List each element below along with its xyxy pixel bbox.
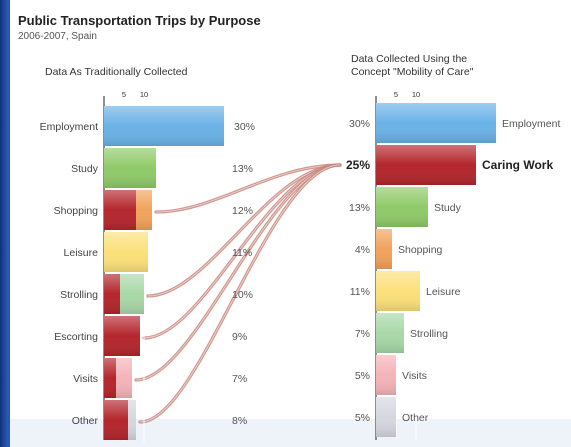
- left-category-label-strolling: Strolling: [60, 289, 98, 301]
- left-category-label-shopping: Shopping: [54, 205, 99, 217]
- right-value-label-study: 13%: [349, 202, 370, 214]
- left-tick-label-5: 5: [122, 90, 126, 99]
- right-category-label-employment: Employment: [502, 118, 560, 130]
- left-panel-title: Data As Traditionally Collected: [45, 66, 188, 78]
- left-category-label-other: Other: [72, 415, 99, 427]
- right-bar-shine-employment: [376, 103, 496, 143]
- right-value-label-caring-work: 25%: [346, 158, 370, 172]
- right-bar-shine-strolling: [376, 313, 404, 353]
- left-value-label-study: 13%: [232, 163, 253, 175]
- left-category-label-study: Study: [71, 163, 99, 175]
- left-bar-shine-other: [104, 400, 136, 440]
- left-bar-shine-escorting: [104, 316, 140, 356]
- left-value-label-employment: 30%: [234, 121, 255, 133]
- care-connector-highlight-0: [155, 164, 341, 213]
- right-tick-label-5: 5: [394, 90, 398, 99]
- left-value-label-strolling: 10%: [232, 289, 253, 301]
- right-value-label-strolling: 7%: [355, 328, 370, 340]
- chart-subtitle: 2006-2007, Spain: [18, 31, 97, 42]
- right-value-label-shopping: 4%: [355, 244, 370, 256]
- right-value-label-employment: 30%: [349, 118, 370, 130]
- right-bar-shine-caring-work: [376, 145, 476, 185]
- right-value-label-leisure: 11%: [350, 286, 370, 298]
- right-bar-shine-shopping: [376, 229, 392, 269]
- right-bar-shine-other: [376, 397, 396, 437]
- chart-title: Public Transportation Trips by Purpose: [18, 13, 261, 28]
- right-value-label-other: 5%: [355, 412, 370, 424]
- right-panel-title: Data Collected Using the Concept "Mobilit…: [351, 53, 474, 78]
- left-bar-shine-study: [104, 148, 156, 188]
- left-value-label-shopping: 12%: [232, 205, 253, 217]
- right-category-label-other: Other: [402, 412, 429, 424]
- right-bar-shine-study: [376, 187, 428, 227]
- left-value-label-other: 8%: [232, 415, 247, 427]
- care-connector-highlight-4: [139, 164, 341, 423]
- right-category-label-strolling: Strolling: [410, 328, 448, 340]
- care-connector-highlight-3: [135, 164, 341, 381]
- left-category-label-leisure: Leisure: [64, 247, 99, 259]
- left-bar-shine-leisure: [104, 232, 148, 272]
- left-bar-shine-shopping: [104, 190, 152, 230]
- right-bar-shine-visits: [376, 355, 396, 395]
- left-bar-shine-strolling: [104, 274, 144, 314]
- right-value-label-visits: 5%: [355, 370, 370, 382]
- care-connector-3: [134, 163, 342, 382]
- right-bar-shine-leisure: [376, 271, 420, 311]
- right-category-label-visits: Visits: [402, 370, 427, 382]
- left-category-label-visits: Visits: [73, 373, 98, 385]
- connector-group: [134, 163, 342, 424]
- left-bar-shine-visits: [104, 358, 132, 398]
- left-panel: 5 10 Employment 30% Study 13% Shopping 12% Leisu…: [40, 90, 255, 442]
- right-panel: 5 10 30% Employment 25% Caring Work 13% Study 4%…: [346, 90, 560, 440]
- left-value-label-visits: 7%: [232, 373, 247, 385]
- right-category-label-shopping: Shopping: [398, 244, 443, 256]
- right-category-label-caring-work: Caring Work: [482, 158, 553, 172]
- left-value-label-escorting: 9%: [232, 331, 247, 343]
- left-category-label-employment: Employment: [40, 121, 98, 133]
- left-value-label-leisure: 11%: [232, 247, 252, 259]
- right-tick-label-10: 10: [412, 90, 420, 99]
- left-bar-shine-employment: [104, 106, 224, 146]
- left-category-label-escorting: Escorting: [54, 331, 98, 343]
- left-tick-label-10: 10: [140, 90, 148, 99]
- right-category-label-study: Study: [434, 202, 462, 214]
- right-category-label-leisure: Leisure: [426, 286, 461, 298]
